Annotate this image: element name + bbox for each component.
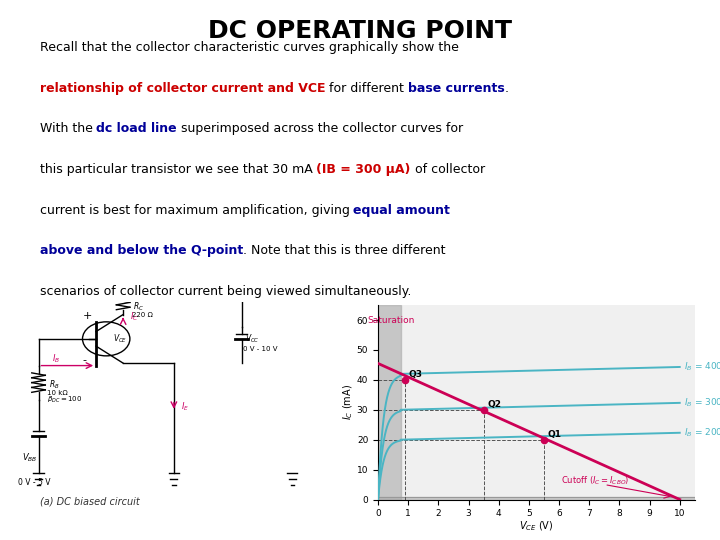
Text: With the: With the [40,122,96,135]
Text: 220 Ω: 220 Ω [132,312,153,318]
Text: $I_B$: $I_B$ [52,353,60,366]
Text: . Note that this is three different: . Note that this is three different [243,245,446,258]
Text: Q3: Q3 [409,370,423,380]
Text: DC OPERATING POINT: DC OPERATING POINT [208,19,512,43]
Text: superimposed across the collector curves for: superimposed across the collector curves… [177,122,463,135]
Text: -: - [83,355,86,365]
Text: Q1: Q1 [548,430,562,440]
Text: $R_C$: $R_C$ [133,301,144,313]
Text: $\beta_{DC}=100$: $\beta_{DC}=100$ [47,395,82,405]
Text: (IB = 300 μA): (IB = 300 μA) [316,163,410,176]
Text: dc load line: dc load line [96,122,177,135]
Text: scenarios of collector current being viewed simultaneously.: scenarios of collector current being vie… [40,285,411,298]
Text: +: + [83,312,92,321]
Text: 0 V - 5 V: 0 V - 5 V [18,478,50,487]
Text: current is best for maximum amplification, giving: current is best for maximum amplificatio… [40,204,354,217]
Text: $I_B$ = 400 μA: $I_B$ = 400 μA [684,361,720,374]
Text: above and below the Q-point: above and below the Q-point [40,245,243,258]
Text: of collector: of collector [410,163,485,176]
Text: $I_C$: $I_C$ [130,310,138,323]
Text: $V_{BB}$: $V_{BB}$ [22,451,37,464]
Text: (a) DC biased circuit: (a) DC biased circuit [40,497,140,507]
Text: $V_{CC}$: $V_{CC}$ [245,332,260,345]
Text: 0 V - 10 V: 0 V - 10 V [243,346,278,352]
Bar [378,496,695,500]
Text: base currents: base currents [408,82,505,94]
Text: $I_B$ = 300 μA: $I_B$ = 300 μA [684,396,720,409]
Text: Q2: Q2 [487,400,501,409]
Text: this particular transistor we see that 30 mA: this particular transistor we see that 3… [40,163,316,176]
Text: Cutoff ($I_C = I_{CBO}$): Cutoff ($I_C = I_{CBO}$) [561,474,629,487]
Text: .: . [505,82,509,94]
Text: $I_B$ = 200 μA: $I_B$ = 200 μA [684,426,720,439]
Text: $I_E$: $I_E$ [181,400,189,413]
Text: for different: for different [325,82,408,94]
Text: relationship of collector current and VCE: relationship of collector current and VC… [40,82,325,94]
Y-axis label: $I_C$ (mA): $I_C$ (mA) [342,384,356,420]
Text: $V_{CE}$: $V_{CE}$ [113,332,127,345]
Bar [378,305,400,500]
Text: 10 kΩ: 10 kΩ [47,390,68,396]
Text: Saturation: Saturation [367,316,414,325]
Text: equal amount: equal amount [354,204,450,217]
Text: Recall that the collector characteristic curves graphically show the: Recall that the collector characteristic… [40,41,459,54]
Text: $R_B$: $R_B$ [49,379,59,391]
X-axis label: $V_{CE}$ (V): $V_{CE}$ (V) [519,519,554,533]
